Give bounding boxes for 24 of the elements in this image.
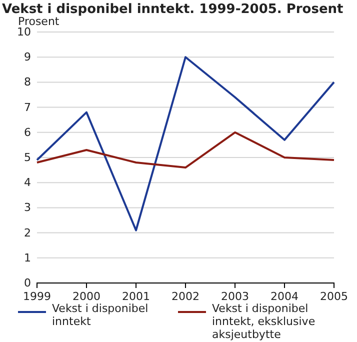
y-tick-label: 1 <box>24 251 31 264</box>
x-tick-label: 2001 <box>122 290 150 303</box>
x-tick-label: 1999 <box>23 290 51 303</box>
x-tick-label: 2005 <box>320 290 348 303</box>
chart-title: Vekst i disponibel inntekt. 1999-2005. Prosent <box>2 2 344 17</box>
y-tick-label: 5 <box>24 151 31 164</box>
y-tick-label: 7 <box>24 100 31 114</box>
line-series <box>36 131 335 169</box>
y-tick-label: 0 <box>24 276 31 290</box>
legend-label: Vekst i disponibel inntekt, eksklusive aksjeutbytte <box>212 302 316 341</box>
y-tick-label: 8 <box>24 76 31 89</box>
y-tick-label: 2 <box>24 226 31 240</box>
line-series <box>36 56 335 232</box>
x-tick-label: 2000 <box>72 290 100 303</box>
y-tick-label: 3 <box>24 201 31 214</box>
x-tick-label: 2004 <box>270 290 298 303</box>
y-tick-label: 9 <box>24 50 31 64</box>
y-axis-title: Prosent <box>18 15 60 28</box>
x-tick-label: 2002 <box>172 290 200 303</box>
y-tick-label: 6 <box>24 126 31 139</box>
y-tick-label: 10 <box>17 26 31 39</box>
legend-label: Vekst i disponibel inntekt <box>52 302 148 328</box>
x-tick-label: 2003 <box>221 290 249 303</box>
y-tick-label: 4 <box>24 176 31 190</box>
